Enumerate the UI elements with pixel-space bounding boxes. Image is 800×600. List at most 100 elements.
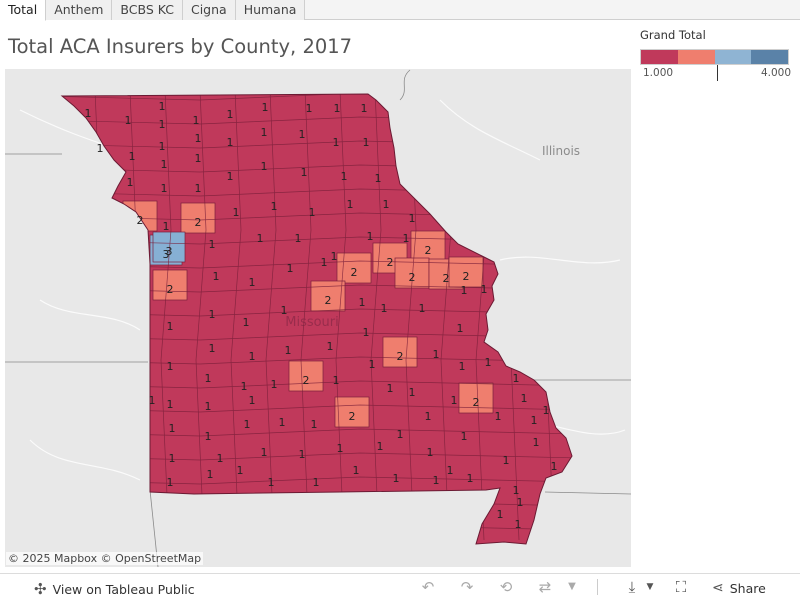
county-value-label: 1 <box>427 446 434 459</box>
share-icon: ⋖ <box>712 580 724 596</box>
county-value-label: 1 <box>375 172 382 185</box>
download-icon[interactable]: ⤓ <box>628 578 636 596</box>
tab-bcbs-kc[interactable]: BCBS KC <box>112 0 183 20</box>
missouri-label: Missouri <box>285 315 339 330</box>
legend-min-label: 1.000 <box>643 67 674 79</box>
county-value-label: 2 <box>409 271 416 284</box>
tableau-logo-icon: ✣ <box>34 580 47 598</box>
county-boundary <box>370 94 382 541</box>
county-value-label: 1 <box>551 460 558 473</box>
map-view[interactable]: Illinois 1 1 1 1 1 1 1 1 1 1 1 1 1 1 1 1 1 1 1 1 1 1 1 1 1 1 1 1 1 1 1… <box>5 69 631 567</box>
county-value-label: 1 <box>249 394 256 407</box>
county-value-label: 1 <box>347 198 354 211</box>
county-shape[interactable] <box>288 360 324 392</box>
county-value-label: 1 <box>299 128 306 141</box>
undo-icon[interactable]: ↶ <box>421 578 435 596</box>
county-value-label: 1 <box>163 220 170 233</box>
county-value-label: 2 <box>473 396 480 409</box>
county-value-label: 1 <box>321 256 328 269</box>
county-value-label: 1 <box>513 372 520 385</box>
tab-humana[interactable]: Humana <box>235 0 306 20</box>
county-value-label: 1 <box>481 283 488 296</box>
county-value-label: 1 <box>383 198 390 211</box>
county-value-label: 1 <box>97 142 104 155</box>
tab-anthem[interactable]: Anthem <box>46 0 113 20</box>
county-value-label: 2 <box>425 244 432 257</box>
county-value-label: 2 <box>443 272 450 285</box>
tableau-toolbar: ✣ View on Tableau Public ↶ ↷ ⟲ ⇄ ▼ ⤓ ▼ ⛶… <box>0 573 800 600</box>
county-value-label: 1 <box>169 422 176 435</box>
chevron-down-icon[interactable]: ▼ <box>568 581 576 592</box>
view-on-tableau-button[interactable]: ✣ View on Tableau Public <box>34 580 195 598</box>
county-value-label: 1 <box>213 270 220 283</box>
county-value-label: 1 <box>205 430 212 443</box>
color-legend: Grand Total 1.000 4.000 <box>640 28 795 85</box>
legend-color-ramp[interactable] <box>640 49 789 65</box>
download-chevron-icon[interactable]: ▼ <box>646 582 654 592</box>
county-boundary <box>335 94 347 541</box>
county-value-label: 1 <box>433 474 440 487</box>
county-value-label: 1 <box>261 446 268 459</box>
share-button[interactable]: ⋖ Share <box>712 580 766 596</box>
share-label: Share <box>729 580 766 596</box>
county-value-label: 1 <box>433 348 440 361</box>
county-value-label: 1 <box>419 302 426 315</box>
county-boundary <box>160 94 172 541</box>
county-value-label: 1 <box>393 472 400 485</box>
county-value-label: 1 <box>517 496 524 509</box>
county-value-label: 2 <box>137 214 144 227</box>
county-value-label: 1 <box>425 410 432 423</box>
county-value-label: 1 <box>244 418 251 431</box>
county-shape[interactable] <box>336 252 372 284</box>
county-value-label: 1 <box>129 150 136 163</box>
county-value-label: 2 <box>349 410 356 423</box>
county-value-label: 1 <box>249 276 256 289</box>
county-value-label: 1 <box>309 206 316 219</box>
county-value-label: 1 <box>299 448 306 461</box>
county-value-label: 1 <box>503 454 510 467</box>
legend-swatch-2 <box>677 50 715 64</box>
county-value-label: 1 <box>369 358 376 371</box>
legend-swatch-4 <box>751 50 788 64</box>
tab-cigna[interactable]: Cigna <box>182 0 236 20</box>
county-shape[interactable] <box>410 230 446 262</box>
county-value-label: 1 <box>233 206 240 219</box>
county-value-label: 1 <box>205 400 212 413</box>
county-value-label: 1 <box>262 101 269 114</box>
county-value-label: 2 <box>167 283 174 296</box>
map-attribution[interactable]: © 2025 Mapbox © OpenStreetMap <box>6 552 204 565</box>
legend-title: Grand Total <box>640 28 706 42</box>
county-value-label: 1 <box>127 176 134 189</box>
state-borders <box>5 69 631 567</box>
illinois-label: Illinois <box>542 144 580 158</box>
county-shape[interactable] <box>180 202 216 234</box>
refresh-icon[interactable]: ⇄ <box>538 578 552 596</box>
county-value-label: 1 <box>195 182 202 195</box>
revert-icon[interactable]: ⟲ <box>499 578 513 596</box>
county-value-label: 1 <box>301 166 308 179</box>
county-value-label: 1 <box>387 382 394 395</box>
county-value-label: 1 <box>306 102 313 115</box>
county-value-label: 1 <box>227 170 234 183</box>
tab-total[interactable]: Total <box>0 0 47 21</box>
legend-marker <box>717 65 718 81</box>
county-value-label: 1 <box>381 302 388 315</box>
fullscreen-icon[interactable]: ⛶ <box>675 578 687 596</box>
county-value-label: 1 <box>167 360 174 373</box>
county-value-label: 1 <box>485 356 492 369</box>
county-boundary <box>300 94 312 541</box>
county-shape[interactable] <box>334 396 370 428</box>
county-shape[interactable] <box>152 269 188 301</box>
legend-swatch-3 <box>714 50 752 64</box>
page-title: Total ACA Insurers by County, 2017 <box>8 35 353 58</box>
county-value-label: 1 <box>261 126 268 139</box>
county-map[interactable]: Illinois 1 1 1 1 1 1 1 1 1 1 1 1 1 1 1 1 1 1 1 1 1 1 1 1 1 1 1 1 1 1 1… <box>5 69 631 567</box>
county-value-label: 1 <box>311 418 318 431</box>
county-value-label: 1 <box>195 152 202 165</box>
county-value-label: 1 <box>313 476 320 489</box>
redo-icon[interactable]: ↷ <box>460 578 474 596</box>
county-shape[interactable] <box>382 336 418 368</box>
county-value-label: 1 <box>271 200 278 213</box>
county-value-label: 1 <box>159 100 166 113</box>
